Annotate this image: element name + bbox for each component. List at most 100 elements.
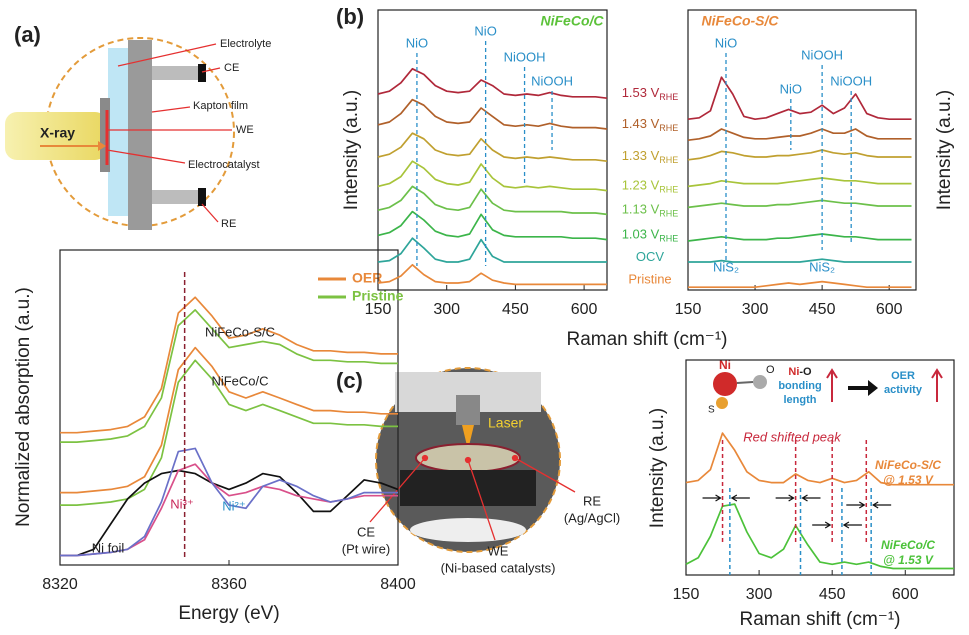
peak-label: NiO	[780, 81, 802, 96]
spectrum-line	[377, 160, 608, 192]
x-axis-label: Raman shift (cm⁻¹)	[740, 609, 901, 630]
diagram-label: (Pt wire)	[342, 541, 390, 556]
diagram-label: CE	[357, 524, 375, 539]
chart-title: NiFeCo-S/C	[702, 13, 780, 29]
x-tick-label: 150	[673, 586, 700, 603]
diagram-label: Laser	[488, 415, 523, 431]
peak-label: NiS₂	[713, 259, 739, 274]
peak-label: NiS₂	[809, 259, 835, 274]
spectrum-line	[688, 258, 912, 263]
legend-label: OER	[352, 270, 382, 286]
diagram-label: Electrolyte	[220, 38, 271, 50]
series-label: 1.33 V	[622, 149, 660, 164]
x-tick-label: 150	[675, 301, 702, 318]
spectrum-line	[685, 432, 954, 486]
y-axis-label: Intensity (a.u.)	[647, 408, 668, 528]
diagram-label: RE	[583, 493, 601, 508]
diagram-label: X-ray	[40, 125, 75, 141]
spectrum-line	[60, 346, 398, 494]
series-label: OCV	[636, 249, 665, 264]
plot-frame	[59, 249, 399, 566]
y-axis-label: Normalized absorption (a.u.)	[13, 287, 34, 527]
diagram-label: CE	[224, 62, 239, 74]
spectrum-line	[688, 280, 912, 289]
chart-title: NiFeCo/C	[541, 13, 605, 29]
scheme-label: Ni-O	[788, 366, 812, 378]
scheme-label: OER	[891, 370, 915, 382]
curve-annotation: NiFeCo/C	[211, 373, 268, 388]
spectrum-line	[687, 128, 912, 142]
diagram-label: (Ag/AgCl)	[564, 510, 620, 525]
y-axis-label: Intensity (a.u.)	[341, 90, 362, 210]
spectrum-line	[687, 149, 912, 161]
spectrum-line	[60, 359, 398, 506]
spectrum-line	[377, 67, 608, 100]
series-label: 1.53 V	[622, 86, 660, 101]
spectrum-line	[60, 296, 398, 434]
spectrum-line	[377, 237, 607, 263]
series-label: NiFeCo-S/C	[875, 458, 941, 472]
raman-cell-photo: Laser CE (Pt wire) WE (Ni-based catalyst…	[342, 367, 620, 575]
shift-arrow	[702, 494, 750, 502]
x-axis-label: Raman shift (cm⁻¹)	[567, 329, 728, 350]
peak-label: NiO	[474, 23, 496, 38]
y-axis-label: Intensity (a.u.)	[934, 90, 955, 210]
x-tick-label: 8400	[380, 576, 416, 593]
series-label: 1.53 VRHE	[622, 86, 679, 103]
spectrum-line	[377, 263, 607, 286]
panel-label: (a)	[14, 22, 41, 47]
series-label: 1.23 V	[622, 178, 660, 193]
shift-arrow	[775, 494, 821, 502]
series-label: NiFeCo/C	[881, 538, 935, 552]
x-tick-label: 8320	[42, 576, 78, 593]
diagram-label: (Ni-based catalysts)	[441, 560, 556, 575]
series-label: 1.03 V	[622, 227, 660, 242]
legend-label: Pristine	[352, 288, 404, 304]
x-tick-label: 450	[502, 301, 529, 318]
x-tick-label: 8360	[211, 576, 247, 593]
scheme-label: bonding	[778, 380, 821, 392]
series-label: Pristine	[628, 272, 671, 287]
scheme-label: -O	[799, 366, 812, 378]
diagram-label: WE	[236, 124, 254, 136]
spectrum-line	[377, 132, 608, 163]
scheme-label: Ni	[719, 358, 731, 372]
spectrum-line	[60, 309, 398, 443]
panel-label: (c)	[336, 368, 363, 393]
x-tick-label: 450	[809, 301, 836, 318]
diagram-label: RE	[221, 218, 236, 230]
shift-arrow	[846, 501, 892, 509]
x-axis-label: Energy (eV)	[178, 603, 279, 624]
series-label-subscript: RHE	[659, 209, 678, 219]
spectrum-line	[377, 210, 608, 241]
series-label: 1.13 V	[622, 202, 660, 217]
peak-label: NiOOH	[801, 47, 843, 62]
x-tick-label: 300	[746, 586, 773, 603]
bonding-scheme: Ni O S Ni-O bonding length OER activity	[708, 358, 943, 416]
panel-label: (b)	[336, 4, 364, 29]
series-label: @ 1.53 V	[883, 553, 934, 567]
series-label: 1.13 VRHE	[622, 202, 679, 219]
plot-frame	[687, 9, 917, 291]
spectrum-line	[687, 233, 912, 242]
series-label: 1.43 VRHE	[622, 116, 679, 133]
scheme-label: S	[708, 405, 715, 416]
series-label-subscript: RHE	[659, 234, 678, 244]
series-label-subscript: RHE	[659, 123, 678, 133]
plot-frame	[377, 9, 608, 291]
curve-annotation: Ni²⁺	[222, 498, 245, 513]
series-label: 1.23 VRHE	[622, 178, 679, 195]
series-label: OCV	[636, 249, 665, 264]
peak-label: NiOOH	[531, 73, 573, 88]
curve-annotation: NiFeCo-S/C	[205, 324, 275, 339]
annotation: Red shifted peak	[743, 429, 842, 444]
scheme-label: length	[784, 394, 817, 406]
curve-annotation: Ni foil	[92, 540, 125, 555]
spectrum-line	[60, 469, 399, 557]
series-label-subscript: RHE	[659, 185, 678, 195]
scheme-label: Ni	[788, 366, 799, 378]
spectrum-line	[60, 447, 398, 557]
curve-annotation: Ni³⁺	[170, 496, 193, 511]
x-tick-label: 600	[876, 301, 903, 318]
